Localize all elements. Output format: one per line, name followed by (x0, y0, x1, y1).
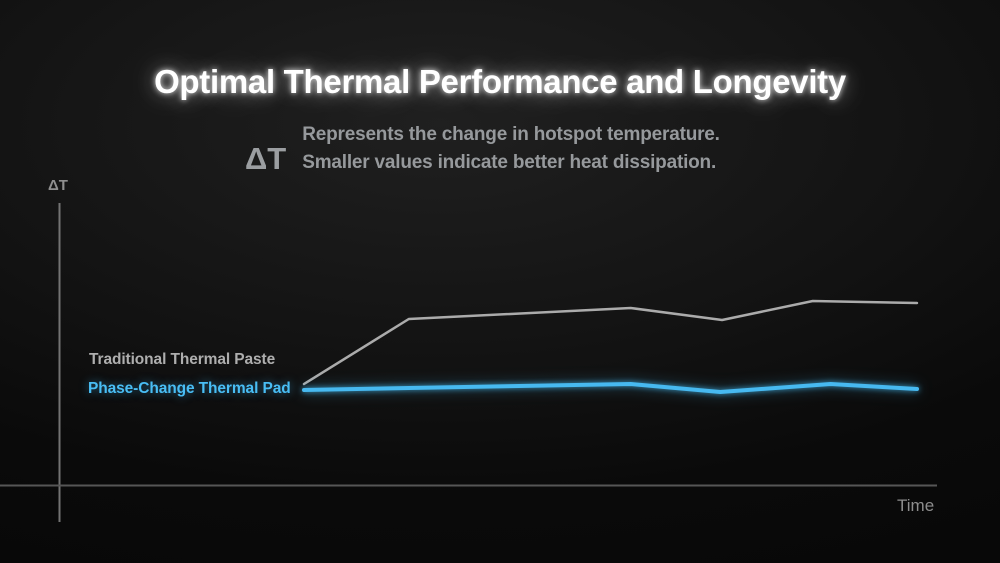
traditional-thermal-paste-line (302, 299, 919, 386)
delta-t-definition-text: Represents the change in hotspot tempera… (302, 121, 720, 177)
legend-phase-change-thermal-pad: Phase-Change Thermal Pad (88, 380, 291, 397)
phase-change-thermal-pad-line (302, 382, 919, 394)
definition-line-2: Smaller values indicate better heat diss… (302, 152, 717, 173)
definition-line-1: Represents the change in hotspot tempera… (302, 124, 720, 145)
delta-t-definition: ΔT Represents the change in hotspot temp… (245, 121, 720, 177)
delta-t-symbol: ΔT (245, 141, 287, 176)
legend-traditional-thermal-paste: Traditional Thermal Paste (89, 351, 276, 368)
x-axis-label: Time (897, 496, 935, 515)
slide-title: Optimal Thermal Performance and Longevit… (154, 63, 846, 100)
y-axis-label: ΔT (48, 177, 68, 194)
